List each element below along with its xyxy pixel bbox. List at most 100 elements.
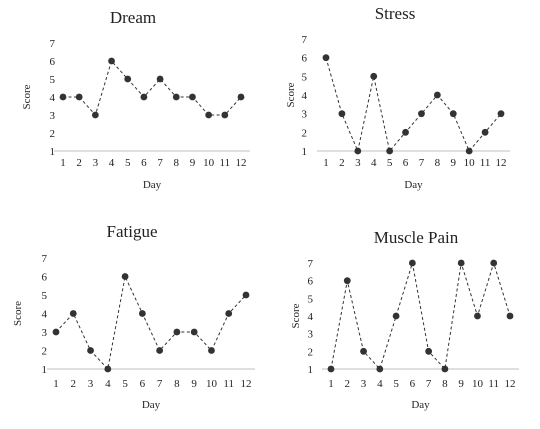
y-tick-label: 7 <box>308 258 314 270</box>
y-tick-label: 7 <box>42 253 48 265</box>
data-point <box>370 72 378 80</box>
data-point <box>457 259 465 267</box>
y-tick-label: 5 <box>302 71 308 83</box>
x-tick-label: 9 <box>451 157 457 169</box>
x-tick-label: 12 <box>236 157 247 169</box>
data-point <box>497 110 505 118</box>
y-tick-label: 3 <box>50 110 56 122</box>
y-tick-label: 5 <box>42 290 48 302</box>
x-tick-label: 4 <box>109 157 115 169</box>
x-tick-label: 10 <box>472 378 484 390</box>
data-point <box>465 147 473 155</box>
y-tick-label: 3 <box>42 327 48 339</box>
data-point <box>75 93 83 101</box>
data-point <box>242 291 250 299</box>
x-tick-label: 2 <box>345 378 351 390</box>
data-point <box>189 93 196 101</box>
x-tick-label: 9 <box>190 157 196 169</box>
data-point <box>237 93 245 101</box>
chart-title: Stress <box>375 4 416 23</box>
data-point <box>425 347 433 355</box>
x-tick-label: 2 <box>339 157 345 169</box>
data-point <box>225 310 233 317</box>
data-point <box>322 54 330 62</box>
data-point <box>173 328 181 336</box>
series-line <box>55 274 247 371</box>
x-tick-label: 12 <box>496 157 507 169</box>
x-tick-label: 3 <box>355 157 361 169</box>
y-tick-label: 4 <box>302 90 308 102</box>
x-tick-label: 1 <box>60 157 66 169</box>
y-tick-label: 1 <box>302 146 308 158</box>
y-tick-label: 1 <box>50 146 56 158</box>
y-tick-label: 4 <box>50 92 56 104</box>
y-tick-label: 5 <box>308 293 314 305</box>
data-point <box>190 328 198 336</box>
x-tick-label: 3 <box>88 378 94 390</box>
x-tick-label: 11 <box>220 157 231 169</box>
data-point <box>156 347 164 354</box>
x-tick-label: 7 <box>157 157 163 169</box>
data-point <box>402 128 409 136</box>
x-tick-label: 5 <box>387 157 393 169</box>
x-tick-label: 8 <box>442 378 448 390</box>
x-tick-label: 10 <box>203 157 215 169</box>
y-tick-label: 4 <box>42 309 48 321</box>
chart-title: Fatigue <box>107 222 158 241</box>
data-point <box>474 312 481 320</box>
data-point <box>124 75 132 83</box>
y-axis-title: Score <box>21 84 33 109</box>
x-tick-label: 4 <box>377 378 383 390</box>
data-point <box>490 259 498 267</box>
data-point <box>360 347 367 355</box>
x-tick-label: 2 <box>76 157 82 169</box>
data-point <box>121 273 129 280</box>
x-tick-label: 8 <box>174 378 180 390</box>
data-point <box>354 147 362 155</box>
y-tick-label: 1 <box>308 364 314 376</box>
x-tick-label: 1 <box>328 378 334 390</box>
x-tick-label: 5 <box>393 378 399 390</box>
x-tick-label: 10 <box>206 378 218 390</box>
x-axis-title: Day <box>404 179 423 191</box>
y-tick-label: 3 <box>308 329 314 341</box>
y-tick-label: 5 <box>50 74 56 86</box>
data-point <box>69 310 77 317</box>
data-point <box>408 259 416 267</box>
data-point <box>481 128 489 136</box>
x-tick-label: 3 <box>361 378 367 390</box>
x-tick-label: 4 <box>371 157 377 169</box>
data-point <box>91 111 99 119</box>
data-point <box>376 365 384 373</box>
data-point <box>392 312 400 320</box>
y-tick-label: 6 <box>42 272 48 284</box>
data-point <box>59 93 67 101</box>
x-tick-label: 6 <box>410 378 416 390</box>
y-tick-label: 6 <box>50 56 56 68</box>
y-tick-label: 2 <box>42 346 48 358</box>
x-tick-label: 2 <box>71 378 77 390</box>
x-tick-label: 4 <box>105 378 111 390</box>
x-axis-title: Day <box>143 179 162 191</box>
data-point <box>343 277 351 285</box>
data-point <box>138 310 146 317</box>
data-point <box>449 110 457 118</box>
x-tick-label: 5 <box>125 157 131 169</box>
x-tick-label: 8 <box>174 157 180 169</box>
y-axis-title: Score <box>285 82 297 107</box>
data-point <box>338 110 346 118</box>
data-point <box>140 93 148 101</box>
x-tick-label: 6 <box>141 157 147 169</box>
y-tick-label: 6 <box>302 53 308 65</box>
data-point <box>156 75 164 83</box>
x-tick-label: 7 <box>426 378 432 390</box>
y-tick-label: 6 <box>308 276 314 288</box>
x-axis-title: Day <box>142 399 161 411</box>
chart-title: Dream <box>110 8 156 27</box>
x-axis-title: Day <box>411 399 430 411</box>
